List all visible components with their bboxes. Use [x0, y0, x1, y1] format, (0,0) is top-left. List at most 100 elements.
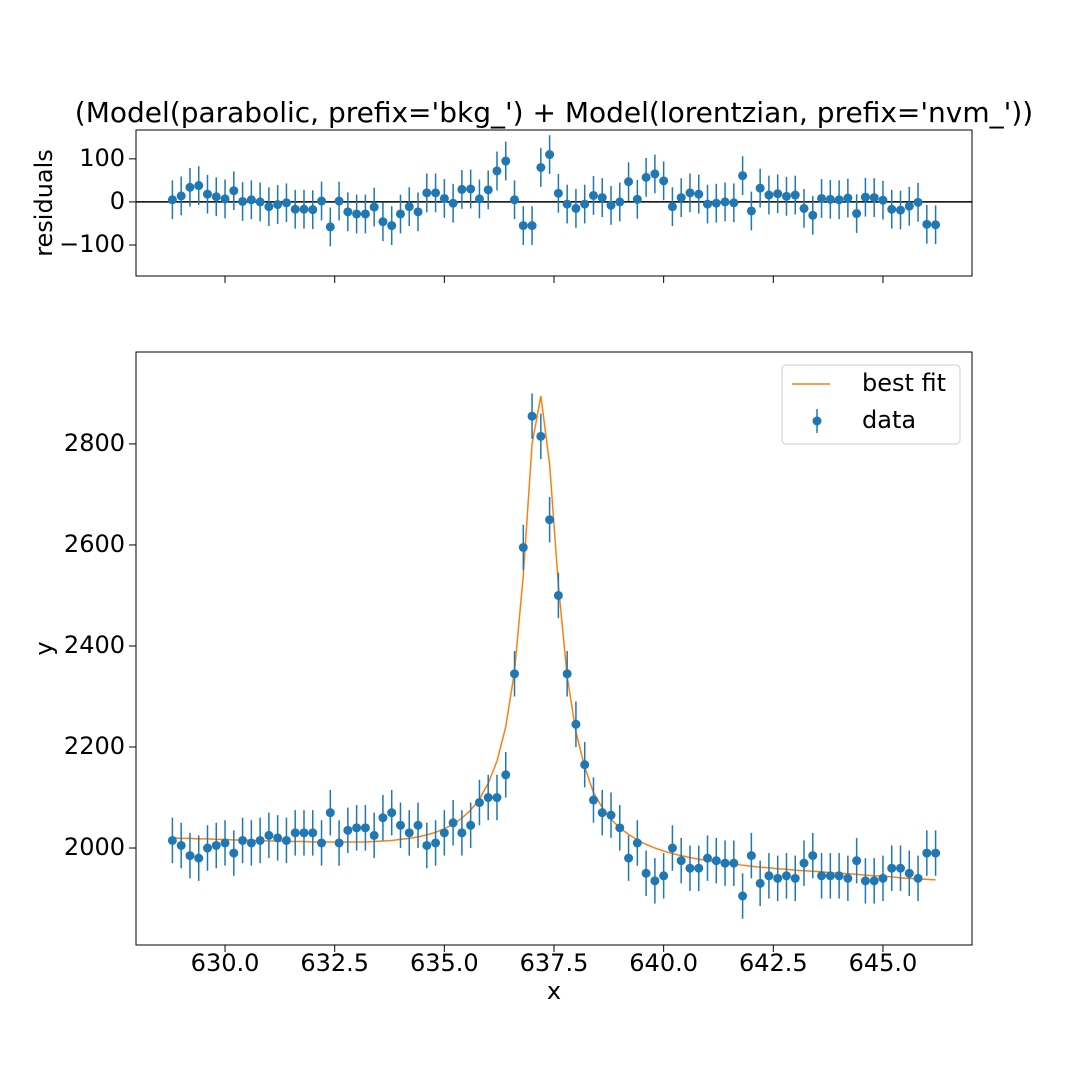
data-point: [176, 191, 186, 201]
data-point: [887, 204, 897, 214]
data-point: [194, 181, 204, 191]
data-point: [852, 209, 862, 219]
data-point: [492, 166, 502, 176]
data-point: [422, 188, 432, 198]
data-point: [518, 221, 528, 231]
data-point: [466, 820, 476, 830]
data-point: [588, 190, 598, 200]
data-point: [413, 820, 423, 830]
data-point: [729, 198, 739, 208]
data-point: [378, 217, 388, 227]
data-point: [922, 219, 932, 229]
data-point: [281, 835, 291, 845]
legend-label: best fit: [862, 369, 946, 397]
data-point: [711, 856, 721, 866]
data-point: [492, 793, 502, 803]
data-point: [229, 186, 239, 196]
data-point: [360, 823, 370, 833]
data-point: [781, 191, 791, 201]
data-point: [422, 840, 432, 850]
data-point: [773, 189, 783, 199]
data-point: [299, 204, 309, 214]
legend-swatch: [812, 416, 822, 426]
y-tick-label: 100: [79, 144, 125, 172]
data-point: [536, 431, 546, 441]
axes-frame: [135, 351, 973, 946]
axes-frame: [135, 129, 973, 277]
data-point: [387, 221, 397, 231]
data-point: [615, 197, 625, 207]
data-point: [290, 204, 300, 214]
data-point: [860, 192, 870, 202]
y-tick-label: 2400: [64, 631, 125, 659]
x-tick-label: 635.0: [410, 949, 479, 977]
data-point: [790, 873, 800, 883]
data-point: [501, 770, 511, 780]
data-point: [290, 828, 300, 838]
data-point: [360, 209, 370, 219]
plot-area: [136, 135, 972, 247]
data-point: [194, 853, 204, 863]
data-point: [738, 891, 748, 901]
data-point: [185, 182, 195, 192]
chart-title: (Model(parabolic, prefix='bkg_') + Model…: [75, 96, 1033, 129]
y-axis-label: residuals: [30, 149, 58, 257]
data-point: [273, 833, 283, 843]
data-point: [238, 196, 248, 206]
data-point: [588, 795, 598, 805]
data-point: [387, 808, 397, 818]
data-point: [703, 853, 713, 863]
data-point: [869, 193, 879, 203]
data-point: [220, 194, 230, 204]
data-point: [703, 199, 713, 209]
data-point: [439, 193, 449, 203]
data-point: [229, 848, 239, 858]
data-point: [211, 840, 221, 850]
data-point: [878, 195, 888, 205]
data-point: [545, 150, 555, 160]
data-point: [343, 825, 353, 835]
data-point: [255, 835, 265, 845]
data-point: [457, 184, 467, 194]
data-point: [527, 221, 537, 231]
data-point: [431, 838, 441, 848]
data-point: [659, 176, 669, 186]
data-point: [764, 190, 774, 200]
data-point: [185, 851, 195, 861]
data-point: [922, 848, 932, 858]
data-point: [474, 194, 484, 204]
data-point: [562, 199, 572, 209]
data-point: [773, 873, 783, 883]
data-point: [536, 162, 546, 172]
data-point: [817, 193, 827, 203]
data-point: [790, 190, 800, 200]
data-point: [334, 838, 344, 848]
data-point: [317, 196, 327, 206]
plot-area: [167, 393, 941, 919]
data-point: [448, 198, 458, 208]
y-tick-label: −100: [59, 230, 125, 258]
data-point: [904, 868, 914, 878]
data-point: [518, 542, 528, 552]
data-point: [808, 851, 818, 861]
data-point: [896, 863, 906, 873]
data-point: [913, 197, 923, 207]
data-point: [676, 193, 686, 203]
data-point: [334, 196, 344, 206]
data-point: [220, 838, 230, 848]
data-point: [553, 188, 563, 198]
data-point: [694, 189, 704, 199]
data-point: [352, 209, 362, 219]
data-point: [238, 835, 248, 845]
data-point: [834, 195, 844, 205]
data-point: [843, 873, 853, 883]
data-point: [825, 871, 835, 881]
data-point: [448, 818, 458, 828]
data-point: [545, 515, 555, 525]
data-point: [825, 194, 835, 204]
data-point: [896, 205, 906, 215]
data-point: [281, 198, 291, 208]
data-point: [843, 193, 853, 203]
data-point: [659, 871, 669, 881]
data-point: [580, 760, 590, 770]
